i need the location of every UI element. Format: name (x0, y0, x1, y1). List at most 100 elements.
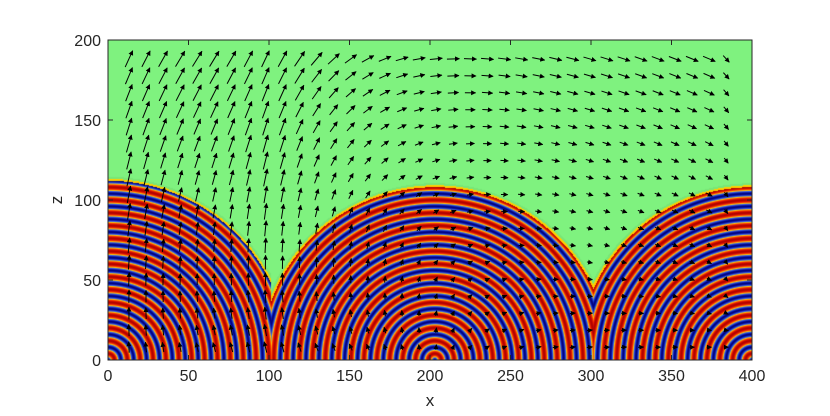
velocity-arrow (297, 187, 303, 202)
velocity-arrow (228, 290, 234, 303)
velocity-arrow (602, 124, 612, 130)
velocity-arrow (569, 191, 577, 197)
velocity-arrow (144, 203, 149, 220)
velocity-arrow (261, 50, 270, 68)
velocity-arrow (396, 73, 409, 79)
velocity-arrow (262, 289, 268, 303)
velocity-arrow (706, 310, 712, 316)
velocity-arrow (467, 311, 473, 317)
velocity-arrow (194, 170, 201, 185)
velocity-arrow (211, 307, 217, 319)
velocity-arrow (430, 90, 442, 96)
velocity-arrow (361, 55, 375, 63)
velocity-arrow (501, 260, 508, 266)
velocity-arrow (314, 325, 320, 335)
velocity-arrow (331, 291, 337, 301)
velocity-arrow (347, 156, 355, 166)
x-tick-label: 100 (256, 368, 283, 385)
velocity-arrow (636, 141, 646, 146)
velocity-arrow (124, 67, 133, 85)
velocity-arrow (535, 191, 543, 197)
velocity-arrow (229, 186, 235, 202)
velocity-arrow (159, 101, 168, 119)
velocity-arrow (345, 71, 357, 81)
velocity-arrow (244, 84, 253, 102)
velocity-arrow (228, 238, 234, 252)
velocity-arrow (705, 191, 713, 197)
velocity-arrow (535, 294, 542, 300)
y-tick-label: 150 (74, 113, 101, 130)
velocity-arrow (672, 225, 679, 231)
velocity-arrow (450, 344, 455, 351)
velocity-arrow (160, 307, 166, 319)
velocity-arrow (380, 123, 390, 130)
velocity-arrow (278, 117, 287, 136)
velocity-arrow (297, 204, 303, 218)
velocity-arrow (431, 141, 441, 147)
velocity-arrow (688, 191, 696, 197)
velocity-arrow (280, 203, 286, 219)
velocity-arrow (416, 293, 422, 300)
velocity-arrow (211, 342, 217, 352)
velocity-arrow (194, 307, 200, 319)
velocity-arrow (723, 89, 730, 97)
velocity-arrow (448, 141, 458, 147)
velocity-arrow (688, 158, 697, 163)
velocity-arrow (310, 51, 323, 66)
velocity-arrow (143, 220, 149, 236)
velocity-arrow (654, 208, 662, 214)
velocity-arrow (654, 175, 662, 180)
velocity-arrow (192, 84, 202, 102)
velocity-arrow (142, 117, 150, 136)
velocity-arrow (142, 100, 150, 119)
velocity-arrow (126, 220, 132, 237)
velocity-arrow (601, 107, 613, 113)
velocity-arrow (723, 310, 729, 315)
velocity-arrow (433, 259, 439, 266)
velocity-arrow (467, 209, 474, 215)
velocity-arrow (705, 175, 714, 180)
velocity-arrow (194, 238, 200, 252)
velocity-arrow (397, 107, 408, 113)
velocity-arrow (689, 259, 696, 264)
velocity-arrow (399, 275, 405, 283)
velocity-arrow (518, 294, 525, 300)
velocity-arrow (125, 117, 133, 136)
velocity-arrow (671, 208, 679, 214)
velocity-arrow (516, 107, 527, 113)
velocity-arrow (450, 276, 456, 283)
velocity-arrow (396, 90, 408, 96)
velocity-arrow (212, 187, 218, 202)
velocity-arrow (382, 241, 387, 249)
velocity-arrow (467, 277, 473, 283)
velocity-arrow (329, 104, 339, 116)
velocity-arrow (432, 158, 441, 164)
velocity-arrow (363, 122, 373, 131)
velocity-arrow (583, 73, 596, 79)
velocity-arrow (636, 124, 646, 130)
velocity-arrow (449, 192, 457, 198)
velocity-arrow (484, 226, 491, 232)
velocity-arrow (672, 242, 679, 248)
velocity-arrow (482, 107, 493, 113)
velocity-arrow (706, 225, 713, 231)
velocity-arrow (346, 122, 355, 132)
velocity-arrow (637, 225, 645, 231)
velocity-arrow (262, 117, 270, 136)
velocity-arrow (601, 90, 613, 96)
velocity-arrow (245, 289, 251, 303)
velocity-arrow (535, 208, 543, 214)
velocity-arrow (382, 207, 388, 215)
velocity-arrow (177, 169, 184, 185)
velocity-arrow (126, 168, 133, 187)
velocity-arrow (263, 220, 269, 237)
velocity-arrow (552, 311, 559, 316)
velocity-arrow (703, 90, 715, 96)
velocity-arrow (344, 54, 358, 64)
velocity-arrow (586, 191, 594, 197)
velocity-arrow (126, 341, 132, 353)
velocity-arrow (382, 309, 388, 317)
velocity-arrow (723, 174, 729, 181)
velocity-arrow (723, 327, 729, 333)
velocity-arrow (551, 141, 561, 147)
